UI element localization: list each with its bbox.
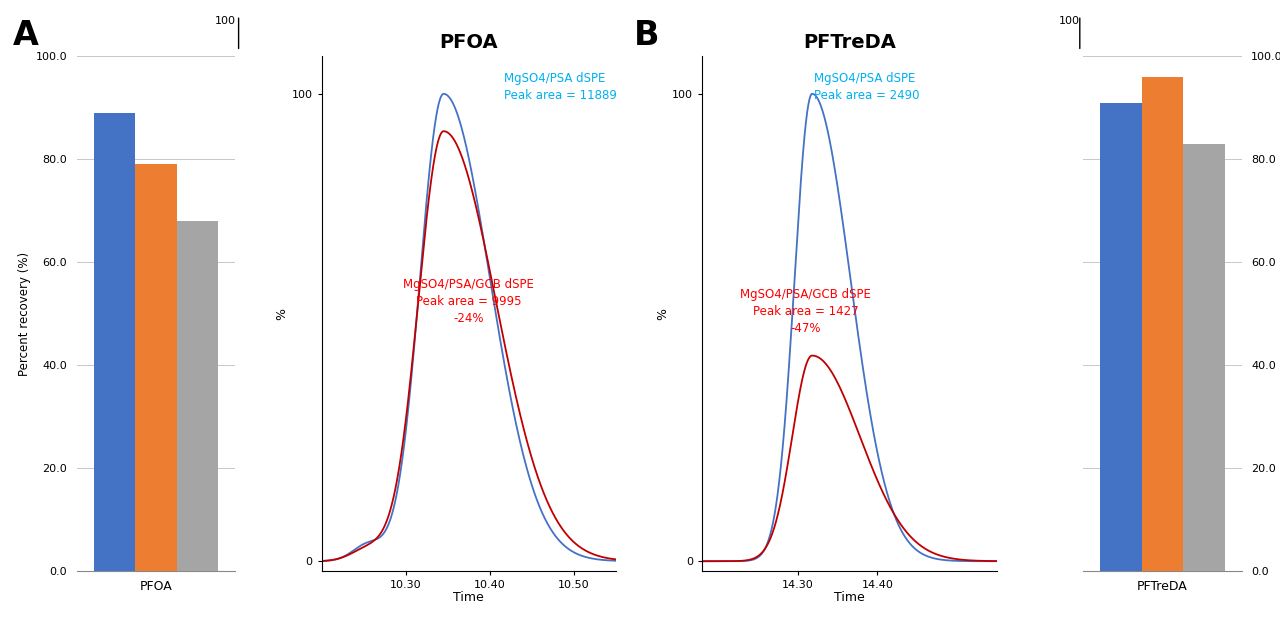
Bar: [1183, 144, 1225, 571]
X-axis label: Time: Time: [835, 591, 865, 604]
Title: PFOA: PFOA: [439, 33, 498, 52]
Bar: [136, 164, 177, 571]
Text: MgSO4/PSA/GCB dSPE
Peak area = 9995
-24%: MgSO4/PSA/GCB dSPE Peak area = 9995 -24%: [403, 278, 534, 325]
Bar: [1100, 103, 1142, 571]
Text: MgSO4/PSA dSPE
Peak area = 2490: MgSO4/PSA dSPE Peak area = 2490: [814, 72, 920, 102]
Text: 100: 100: [1059, 16, 1080, 26]
Y-axis label: %: %: [657, 307, 669, 320]
Text: MgSO4/PSA/GCB dSPE
Peak area = 1427
-47%: MgSO4/PSA/GCB dSPE Peak area = 1427 -47%: [740, 288, 870, 335]
Y-axis label: Percent recovery (%): Percent recovery (%): [18, 251, 31, 376]
Text: 100: 100: [215, 16, 236, 26]
Text: B: B: [634, 19, 659, 52]
Text: MgSO4/PSA dSPE
Peak area = 11889: MgSO4/PSA dSPE Peak area = 11889: [504, 72, 617, 102]
Y-axis label: %: %: [275, 307, 289, 320]
Bar: [93, 113, 136, 571]
X-axis label: Time: Time: [453, 591, 484, 604]
Text: A: A: [13, 19, 38, 52]
Title: PFTreDA: PFTreDA: [803, 33, 896, 52]
Bar: [177, 221, 219, 571]
Bar: [1142, 77, 1183, 571]
